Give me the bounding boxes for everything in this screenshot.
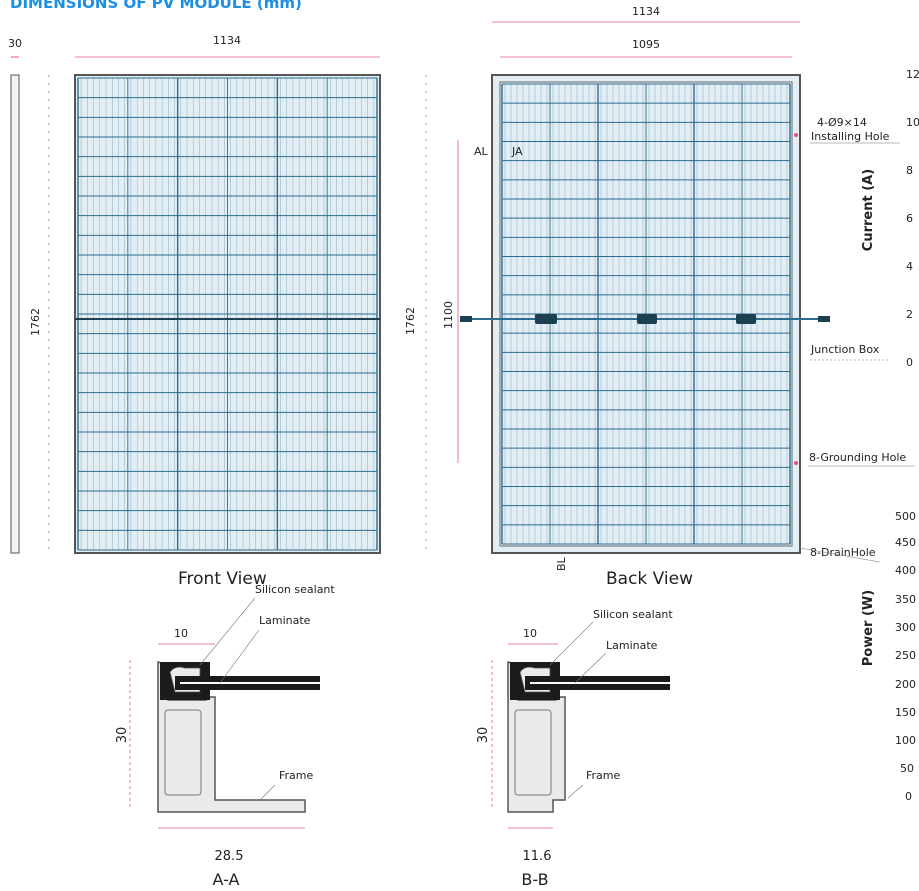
cable-connector-right: [818, 316, 830, 322]
section-aa-frame-cavity: [164, 709, 202, 796]
junction-box-left: [535, 314, 557, 324]
installing-hole-marker: [794, 133, 798, 137]
power-tick-150: 150: [895, 706, 916, 719]
power-tick-200: 200: [895, 678, 916, 691]
section-b-mark: BL: [555, 556, 568, 571]
back-outer-width-label: 1134: [632, 5, 660, 18]
back-view: 1134 1095 1762 1100 AL JA BL Back View: [404, 5, 830, 589]
section-bb-top-width: 10: [523, 627, 537, 640]
section-aa-frame-leader: [259, 784, 276, 801]
section-aa-sealant-label: Silicon sealant: [255, 583, 335, 596]
current-tick-4: 4: [906, 260, 913, 273]
drain-hole-leader: [799, 547, 881, 563]
drawing-title: DIMENSIONS OF PV MODULE (mm): [10, 0, 302, 12]
front-cell-grid: [77, 77, 378, 551]
power-tick-300: 300: [895, 621, 916, 634]
front-view-label: Front View: [178, 569, 267, 589]
current-tick-12: 12: [906, 68, 919, 81]
front-width-label: 1134: [213, 34, 241, 47]
section-bb-laminate-leader: [574, 652, 607, 684]
side-width-label: 30: [8, 37, 22, 50]
section-aa-frame-label: Frame: [279, 769, 314, 782]
section-aa: 10 30 Silicon sealant Laminate Frame 28.…: [115, 583, 335, 889]
current-tick-0: 0: [906, 356, 913, 369]
installing-hole-spec: 4-Ø9×14: [817, 116, 867, 129]
section-bb-laminate-label: Laminate: [606, 639, 658, 652]
section-bb-bottom-width: 11.6: [523, 849, 552, 864]
section-bb-label: B-B: [521, 870, 548, 889]
power-tick-450: 450: [895, 536, 916, 549]
section-bb-frame-label: Frame: [586, 769, 621, 782]
power-tick-500: 500: [895, 510, 916, 523]
section-bb-frame-cavity: [514, 709, 552, 796]
installing-hole-label: Installing Hole: [811, 130, 890, 143]
back-inner-frame: [499, 81, 793, 547]
side-view: 30 1762: [8, 37, 50, 554]
power-axis-label: Power (W): [861, 590, 876, 666]
side-profile: [10, 74, 20, 554]
section-aa-top-width: 10: [174, 627, 188, 640]
callouts: 4-Ø9×14 Installing Hole Junction Box 8-G…: [799, 116, 915, 563]
section-bb-height: 30: [476, 727, 491, 744]
hole-spacing-label: 1100: [442, 301, 455, 329]
junction-box-label: Junction Box: [810, 343, 880, 356]
current-tick-6: 6: [906, 212, 913, 225]
current-axis-label: Current (A): [861, 169, 876, 251]
back-height-label: 1762: [404, 307, 417, 335]
current-tick-2: 2: [906, 308, 913, 321]
current-tick-10: 10: [906, 116, 919, 129]
power-tick-350: 350: [895, 593, 916, 606]
section-bb-sealant-label: Silicon sealant: [593, 608, 673, 621]
grounding-hole-marker: [794, 461, 798, 465]
section-bb-frame-leader: [567, 784, 584, 799]
power-tick-50: 50: [900, 762, 914, 775]
grounding-hole-label: 8-Grounding Hole: [809, 451, 906, 464]
cable-connector-left: [460, 316, 472, 322]
section-a-right-mark: JA: [511, 145, 523, 158]
section-a-left-mark: AL: [474, 145, 489, 158]
section-aa-bottom-width: 28.5: [215, 849, 244, 864]
junction-box-middle: [637, 314, 657, 324]
drain-hole-label: 8-DrainHole: [810, 546, 876, 559]
section-aa-height: 30: [115, 727, 130, 744]
front-view: 1134 Front View: [74, 34, 381, 589]
power-axis: Power (W) 500 450 400 350 300 250 200 15…: [861, 510, 916, 803]
power-tick-100: 100: [895, 734, 916, 747]
section-bb: 10 30 Silicon sealant Laminate Frame 11.…: [476, 608, 673, 889]
power-tick-0: 0: [905, 790, 912, 803]
back-inner-width-label: 1095: [632, 38, 660, 51]
back-view-label: Back View: [606, 569, 693, 589]
side-height-label: 1762: [29, 308, 42, 336]
section-aa-laminate-leader: [219, 629, 260, 684]
junction-box-right: [736, 314, 756, 324]
section-aa-sealant-leader: [199, 597, 256, 666]
power-tick-400: 400: [895, 564, 916, 577]
power-tick-250: 250: [895, 649, 916, 662]
section-bb-sealant-leader: [549, 621, 594, 666]
section-aa-label: A-A: [213, 870, 240, 889]
current-tick-8: 8: [906, 164, 913, 177]
section-aa-laminate-label: Laminate: [259, 614, 311, 627]
current-axis: Current (A) 12 10 8 6 4 2 0: [861, 68, 919, 369]
